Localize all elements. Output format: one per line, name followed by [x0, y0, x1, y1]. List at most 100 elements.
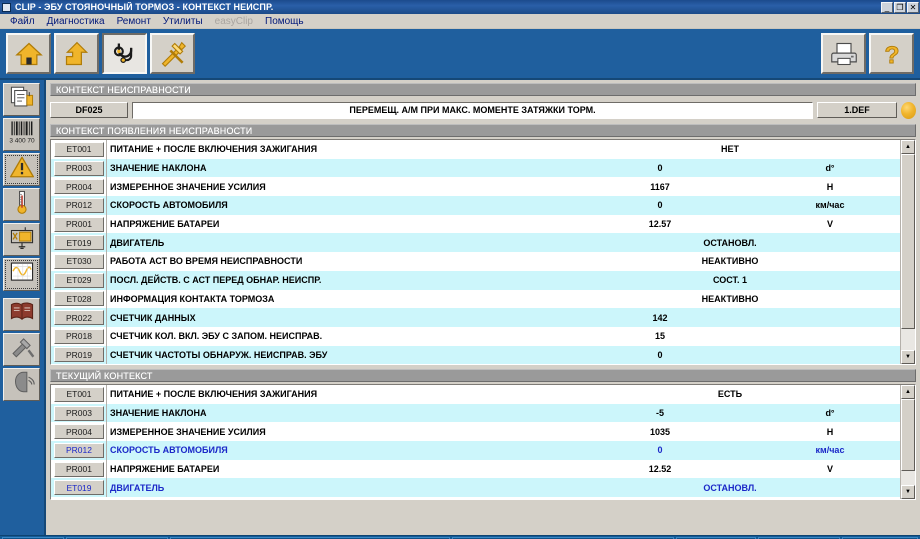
table-row[interactable]: ET029 ПОСЛ. ДЕЙСТВ. С АСТ ПЕРЕД ОБНАР. НЕ…: [51, 270, 900, 290]
table-row[interactable]: ET019 ДВИГАТЕЛЬ ОСТАНОВЛ.: [51, 478, 900, 498]
row-unit: H: [826, 181, 834, 192]
table-row[interactable]: PR001 НАПРЯЖЕНИЕ БАТАРЕИ 12.57 V: [51, 214, 900, 234]
fault-description: ПЕРЕМЕЩ. А/М ПРИ МАКС. МОМЕНТЕ ЗАТЯЖКИ Т…: [132, 101, 813, 119]
table-row[interactable]: ET019 ДВИГАТЕЛЬ ОСТАНОВЛ.: [51, 233, 900, 253]
row-identifier[interactable]: PR012: [54, 197, 104, 213]
svg-text:3 400 70: 3 400 70: [9, 138, 35, 145]
diagnostic-probe-button[interactable]: [102, 33, 147, 74]
table-row[interactable]: PR012 СКОРОСТЬ АВТОМОБИЛЯ 0 км/час: [51, 441, 900, 460]
row-identifier[interactable]: ET001: [54, 141, 104, 157]
fault-status-button[interactable]: 1.DEF: [817, 102, 897, 118]
sidebar: 3 400 70: [0, 80, 44, 535]
row-identifier[interactable]: ET019: [54, 235, 104, 251]
row-identifier[interactable]: PR022: [54, 310, 104, 326]
row-identifier[interactable]: ET019: [54, 480, 104, 496]
sidebar-item-manual[interactable]: [3, 298, 40, 331]
menu-item-3[interactable]: Утилиты: [162, 15, 203, 27]
sidebar-item-voice[interactable]: [3, 368, 40, 401]
row-label: ДВИГАТЕЛЬ: [106, 478, 560, 498]
occurrence-context-rows: ET001 ПИТАНИЕ + ПОСЛЕ ВКЛЮЧЕНИЯ ЗАЖИГАНИЯ…: [51, 140, 900, 364]
row-identifier[interactable]: ET028: [54, 291, 104, 307]
occurrence-context-header: КОНТЕКСТ ПОЯВЛЕНИЯ НЕИСПРАВНОСТИ: [50, 124, 916, 137]
row-identifier[interactable]: PR019: [54, 347, 104, 363]
fault-context-header: КОНТЕКСТ НЕИСПРАВНОСТИ: [50, 83, 916, 96]
table-row[interactable]: PR022 СЧЕТЧИК ДАННЫХ 142: [51, 308, 900, 327]
status-date: 13/05/2010: [758, 537, 840, 539]
row-identifier[interactable]: PR004: [54, 424, 104, 440]
minimize-button[interactable]: _: [881, 1, 893, 13]
help-button[interactable]: ?: [869, 33, 914, 74]
sidebar-item-configuration[interactable]: [3, 333, 40, 366]
row-identifier[interactable]: ET030: [54, 253, 104, 269]
print-button[interactable]: [821, 33, 866, 74]
menu-item-5[interactable]: Помощь: [265, 15, 304, 27]
fault-code-button[interactable]: DF025: [50, 102, 128, 118]
scroll-thumb[interactable]: [901, 154, 915, 329]
table-row[interactable]: PR019 СЧЕТЧИК ЧАСТОТЫ ОБНАРУЖ. НЕИСПРАВ. …: [51, 345, 900, 364]
scroll-track[interactable]: [901, 154, 915, 350]
window-controls: _ ❐ ✕: [881, 1, 919, 13]
sidebar-item-documents[interactable]: [3, 83, 40, 116]
maximize-button[interactable]: ❐: [894, 1, 906, 13]
table-row[interactable]: PR018 СЧЕТЧИК КОЛ. ВКЛ. ЭБУ С ЗАПОМ. НЕИС…: [51, 326, 900, 346]
wrench-gear-icon: [9, 334, 35, 365]
scroll-thumb[interactable]: [901, 399, 915, 471]
sidebar-item-oscilloscope[interactable]: [3, 258, 40, 291]
menu-item-4: easyClip: [214, 15, 253, 27]
row-identifier[interactable]: PR003: [54, 405, 104, 421]
row-identifier[interactable]: PR012: [54, 442, 104, 458]
occurrence-context-scrollbar[interactable]: ▲ ▼: [900, 140, 915, 364]
menu-item-2[interactable]: Ремонт: [116, 15, 151, 27]
table-row[interactable]: PR001 НАПРЯЖЕНИЕ БАТАРЕИ 12.52 V: [51, 459, 900, 479]
row-label: ЗНАЧЕНИЕ НАКЛОНА: [106, 403, 560, 423]
menu-item-1[interactable]: Диагностика: [46, 15, 105, 27]
row-unit: V: [826, 219, 833, 230]
row-unit: V: [826, 464, 833, 475]
close-button[interactable]: ✕: [907, 1, 919, 13]
table-row[interactable]: PR004 ИЗМЕРЕННОЕ ЗНАЧЕНИЕ УСИЛИЯ 1035 H: [51, 422, 900, 442]
table-row[interactable]: ET001 ПИТАНИЕ + ПОСЛЕ ВКЛЮЧЕНИЯ ЗАЖИГАНИЯ…: [51, 385, 900, 404]
current-context-header: ТЕКУЩИЙ КОНТЕКСТ: [50, 369, 916, 382]
table-row[interactable]: PR003 ЗНАЧЕНИЕ НАКЛОНА -5 d°: [51, 403, 900, 423]
scroll-down-icon[interactable]: ▼: [901, 485, 915, 499]
sidebar-item-barcode[interactable]: 3 400 70: [3, 118, 40, 151]
open-book-icon: [9, 299, 35, 330]
scroll-up-icon[interactable]: ▲: [901, 385, 915, 399]
back-up-button[interactable]: [54, 33, 99, 74]
row-value: 0: [657, 200, 663, 211]
menu-item-0[interactable]: Файл: [10, 15, 35, 27]
sidebar-item-parameters[interactable]: [3, 188, 40, 221]
speaking-head-icon: [9, 369, 35, 400]
row-label: ЗНАЧЕНИЕ НАКЛОНА: [106, 158, 560, 178]
row-identifier[interactable]: ET029: [54, 272, 104, 288]
row-identifier[interactable]: PR001: [54, 461, 104, 477]
row-identifier[interactable]: ET001: [54, 386, 104, 402]
row-identifier[interactable]: PR018: [54, 328, 104, 344]
row-identifier[interactable]: PR001: [54, 216, 104, 232]
status-counter: 10235: [676, 537, 756, 539]
table-row[interactable]: PR004 ИЗМЕРЕННОЕ ЗНАЧЕНИЕ УСИЛИЯ 1167 H: [51, 177, 900, 197]
scroll-down-icon[interactable]: ▼: [901, 350, 915, 364]
row-value: СОСТ. 1: [712, 275, 748, 286]
row-identifier[interactable]: PR004: [54, 179, 104, 195]
table-row[interactable]: ET001 ПИТАНИЕ + ПОСЛЕ ВКЛЮЧЕНИЯ ЗАЖИГАНИЯ…: [51, 140, 900, 159]
status-time: 19:58:44: [842, 537, 918, 539]
scroll-track[interactable]: [901, 399, 915, 485]
row-identifier[interactable]: PR003: [54, 160, 104, 176]
sidebar-item-actuators[interactable]: [3, 223, 40, 256]
waveform-graph-icon: [9, 259, 35, 290]
scroll-up-icon[interactable]: ▲: [901, 140, 915, 154]
table-row[interactable]: ET030 РАБОТА АСТ ВО ВРЕМЯ НЕИСПРАВНОСТИ НЕ…: [51, 252, 900, 271]
row-label: СКОРОСТЬ АВТОМОБИЛЯ: [106, 441, 560, 460]
table-row[interactable]: PR012 СКОРОСТЬ АВТОМОБИЛЯ 0 км/час: [51, 196, 900, 215]
current-context-scrollbar[interactable]: ▲ ▼: [900, 385, 915, 499]
toolbar: ?: [0, 29, 920, 80]
current-context-rows: ET001 ПИТАНИЕ + ПОСЛЕ ВКЛЮЧЕНИЯ ЗАЖИГАНИЯ…: [51, 385, 900, 499]
home-button[interactable]: [6, 33, 51, 74]
row-value: 15: [654, 331, 665, 342]
tools-button[interactable]: [150, 33, 195, 74]
table-row[interactable]: PR003 ЗНАЧЕНИЕ НАКЛОНА 0 d°: [51, 158, 900, 178]
question-mark-icon: ?: [878, 40, 906, 68]
sidebar-item-faults[interactable]: [3, 153, 40, 186]
table-row[interactable]: ET028 ИНФОРМАЦИЯ КОНТАКТА ТОРМОЗА НЕАКТИВН…: [51, 289, 900, 309]
